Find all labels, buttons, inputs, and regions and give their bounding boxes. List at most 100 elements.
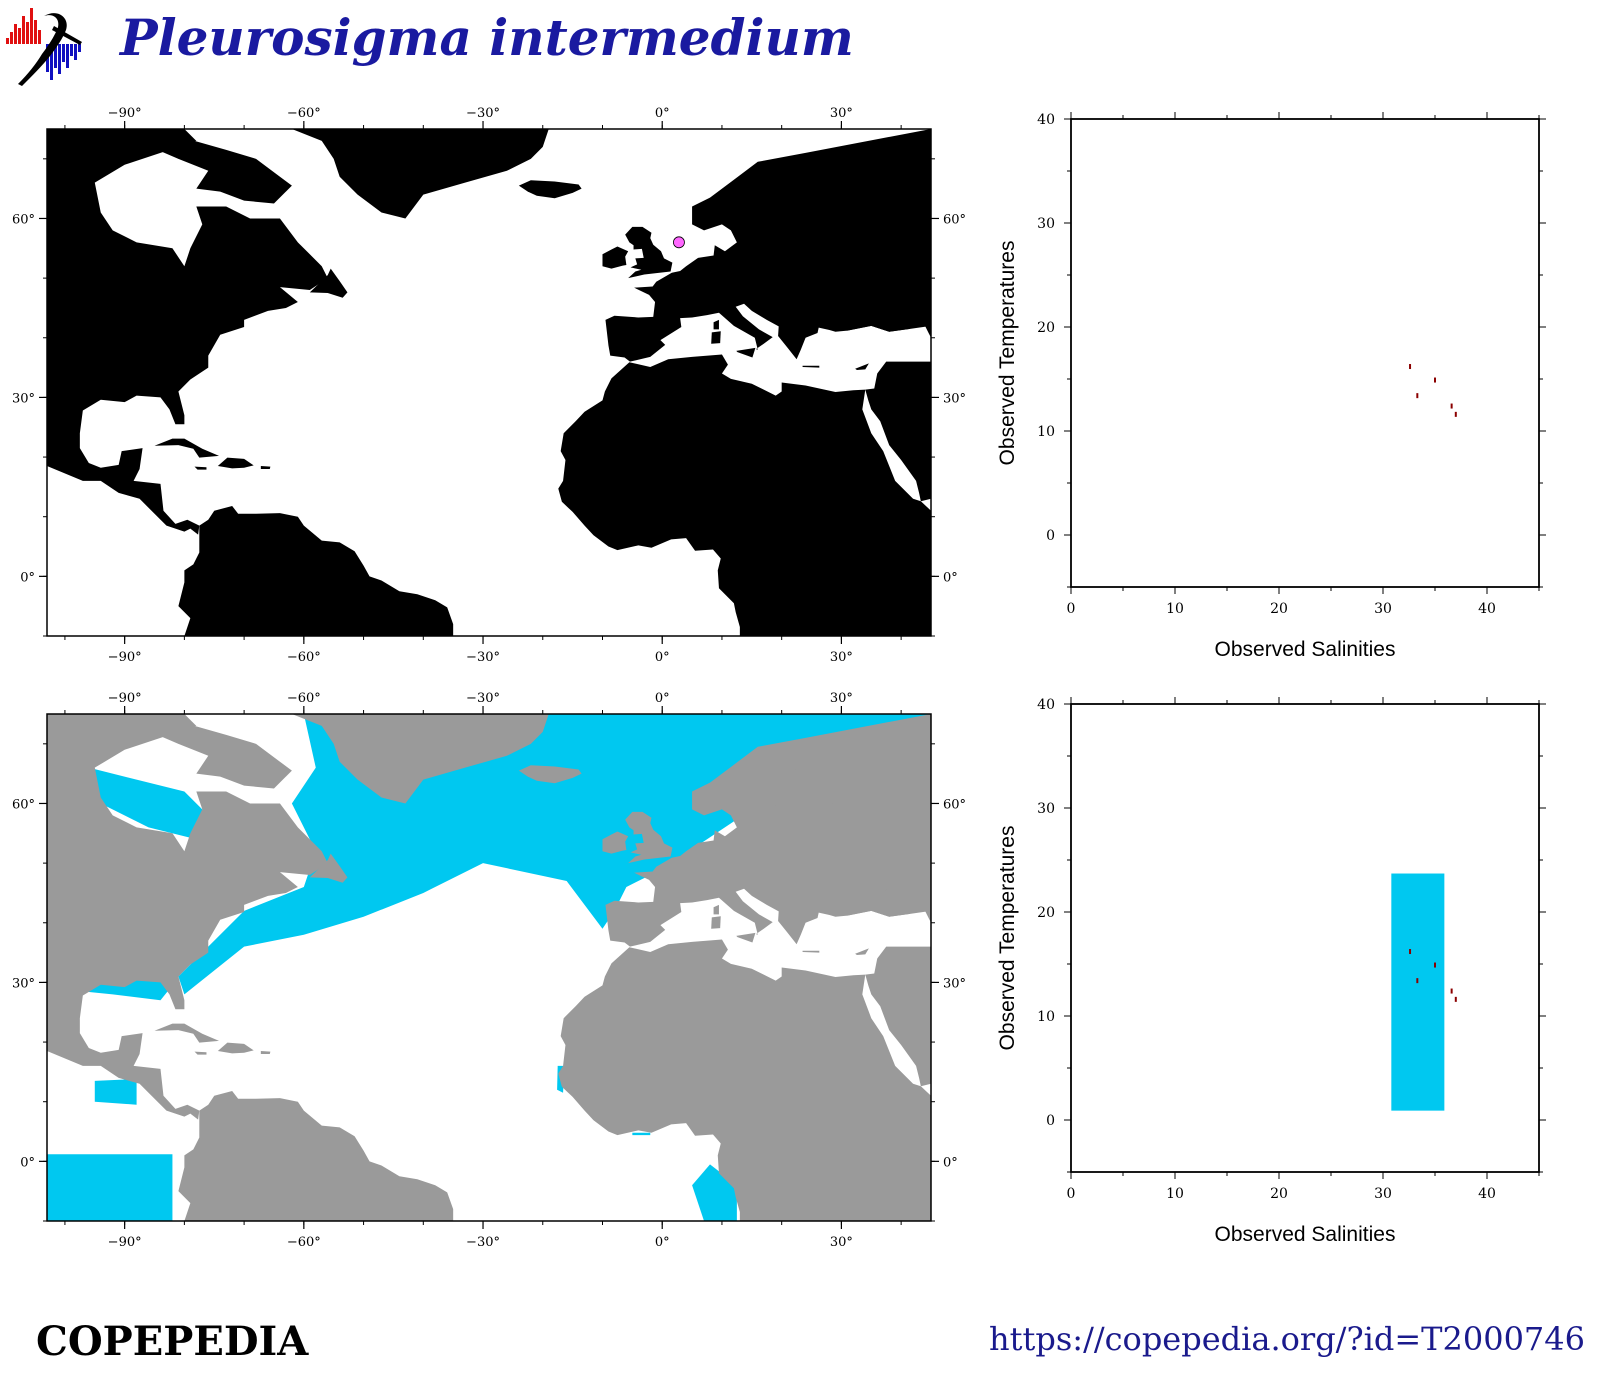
land-southAmerica bbox=[47, 1090, 454, 1221]
ts-point bbox=[1454, 996, 1457, 1002]
habitat-zone bbox=[88, 767, 209, 840]
x-tick-label-bottom: −60° bbox=[287, 1235, 321, 1250]
land-africa bbox=[558, 939, 931, 1221]
occurrence-map: −90° −90° −60° −60° −30° −30° 0° 0° 30° 30° 0° 0° 30… bbox=[12, 106, 966, 665]
species-url-link[interactable]: https://copepedia.org/?id=T2000746 bbox=[989, 1320, 1585, 1358]
ts-point bbox=[1454, 411, 1457, 417]
y-tick-label: 10 bbox=[1037, 424, 1055, 440]
land-hispaniola bbox=[217, 1042, 254, 1054]
ts-observed-plot: 0 10 20 30 40 0 10 20 30 40 Observed Salinities Obs… bbox=[996, 112, 1546, 661]
occ-frame bbox=[46, 128, 932, 637]
y-tick-label-right: 60° bbox=[943, 212, 966, 227]
x-tick-label-top: 0° bbox=[655, 106, 670, 121]
x-tick-label-top: 30° bbox=[830, 106, 853, 121]
y-tick-label: 0 bbox=[1046, 1113, 1055, 1129]
land-ireland bbox=[602, 246, 629, 269]
land-greenland bbox=[232, 714, 549, 804]
x-tick-label: 10 bbox=[1166, 601, 1184, 617]
land-northAmerica bbox=[47, 714, 328, 1120]
y-tick-label: 40 bbox=[1037, 697, 1055, 713]
x-tick-label: 40 bbox=[1478, 601, 1496, 617]
ts-point bbox=[1434, 962, 1436, 968]
y-tick-label-right: 30° bbox=[943, 976, 966, 991]
land-britain bbox=[625, 226, 673, 279]
x-tick-label-top: −30° bbox=[466, 106, 500, 121]
ts-habitat-plot: 0 10 20 30 40 0 10 20 30 40 Observed Salinities Obs… bbox=[996, 697, 1546, 1246]
hab-layers bbox=[47, 714, 931, 1221]
occurrence-point bbox=[673, 236, 685, 249]
land-baltic bbox=[736, 768, 836, 835]
y-tick-label: 10 bbox=[1037, 1009, 1055, 1025]
ts-point bbox=[1450, 988, 1453, 994]
occ-layers bbox=[47, 129, 931, 648]
x-tick-label: 20 bbox=[1270, 601, 1288, 617]
habitat-zone bbox=[94, 1079, 137, 1105]
land-sicily bbox=[736, 932, 756, 943]
y-tick-label-left: 30° bbox=[12, 391, 35, 406]
land-hispaniola bbox=[217, 457, 254, 469]
y-tick-label-right: 0° bbox=[943, 1155, 958, 1170]
land-sardinia bbox=[711, 916, 721, 929]
land-sicily bbox=[736, 347, 756, 358]
y-tick-label-right: 30° bbox=[943, 391, 966, 406]
land-baffin bbox=[136, 722, 292, 789]
tshab-frame bbox=[1070, 703, 1540, 1173]
x-tick-label: 30 bbox=[1374, 1186, 1392, 1202]
land-africa bbox=[558, 354, 931, 636]
land-madagascarTip bbox=[925, 636, 931, 648]
y-tick-label: 30 bbox=[1037, 801, 1055, 817]
x-tick-label-bottom: 0° bbox=[655, 1235, 670, 1250]
hab-frame bbox=[46, 713, 932, 1222]
x-tick-label: 0 bbox=[1067, 601, 1076, 617]
land-cuba bbox=[154, 438, 220, 458]
y-tick-label: 0 bbox=[1046, 528, 1055, 544]
land-cyprus bbox=[855, 363, 869, 370]
x-tick-label-top: −90° bbox=[108, 691, 142, 706]
land-sardinia bbox=[711, 331, 721, 344]
habitat-map: −90° −90° −60° −60° −30° −30° 0° 0° 30° 30° 0° 0° 30… bbox=[12, 691, 966, 1250]
x-tick-label: 0 bbox=[1067, 1186, 1076, 1202]
y-tick-label-left: 60° bbox=[12, 212, 35, 227]
x-tick-label-top: 30° bbox=[830, 691, 853, 706]
species-title: Pleurosigma intermedium bbox=[120, 8, 854, 67]
land-ireland bbox=[602, 831, 629, 854]
ts-point bbox=[1409, 949, 1412, 955]
land-arabia bbox=[865, 946, 931, 1087]
land-caspianShore bbox=[925, 301, 931, 338]
x-tick-label-bottom: −30° bbox=[466, 650, 500, 665]
x-tick-label-bottom: −30° bbox=[466, 1235, 500, 1250]
copepedia-brand: COPEPEDIA bbox=[36, 1318, 309, 1365]
land-britain bbox=[625, 811, 673, 864]
ts-point bbox=[1434, 377, 1436, 383]
x-tick-label-bottom: −90° bbox=[108, 1235, 142, 1250]
ts-point bbox=[1409, 364, 1412, 370]
land-newfoundland bbox=[309, 853, 348, 883]
x-tick-label-bottom: −90° bbox=[108, 650, 142, 665]
land-arabia bbox=[865, 361, 931, 502]
land-crete bbox=[802, 950, 820, 953]
y-tick-label: 20 bbox=[1037, 320, 1055, 336]
land-caspianShore bbox=[925, 886, 931, 923]
land-jamaica bbox=[194, 466, 207, 470]
tsobs-background bbox=[1071, 119, 1539, 587]
tsobs-frame bbox=[1070, 118, 1540, 588]
habitat-zone bbox=[632, 1132, 651, 1136]
habitat-range-box bbox=[1391, 873, 1445, 1111]
land-corsica bbox=[713, 319, 719, 330]
x-axis-label: Observed Salinities bbox=[1215, 1223, 1396, 1246]
y-tick-label-left: 60° bbox=[12, 797, 35, 812]
x-tick-label-bottom: 30° bbox=[830, 1235, 853, 1250]
land-blackSea bbox=[829, 881, 911, 917]
y-axis-label: Observed Temperatures bbox=[996, 241, 1019, 466]
ts-point bbox=[1416, 393, 1419, 399]
land-newfoundland bbox=[309, 268, 348, 298]
habitat-zone bbox=[47, 1154, 173, 1221]
x-tick-label-bottom: 0° bbox=[655, 650, 670, 665]
land-baffin bbox=[136, 137, 292, 204]
x-tick-label: 40 bbox=[1478, 1186, 1496, 1202]
x-tick-label-top: −30° bbox=[466, 691, 500, 706]
land-corsica bbox=[713, 904, 719, 915]
y-tick-label-right: 60° bbox=[943, 797, 966, 812]
copepedia-logo bbox=[6, 8, 82, 86]
land-blackSea bbox=[829, 296, 911, 332]
